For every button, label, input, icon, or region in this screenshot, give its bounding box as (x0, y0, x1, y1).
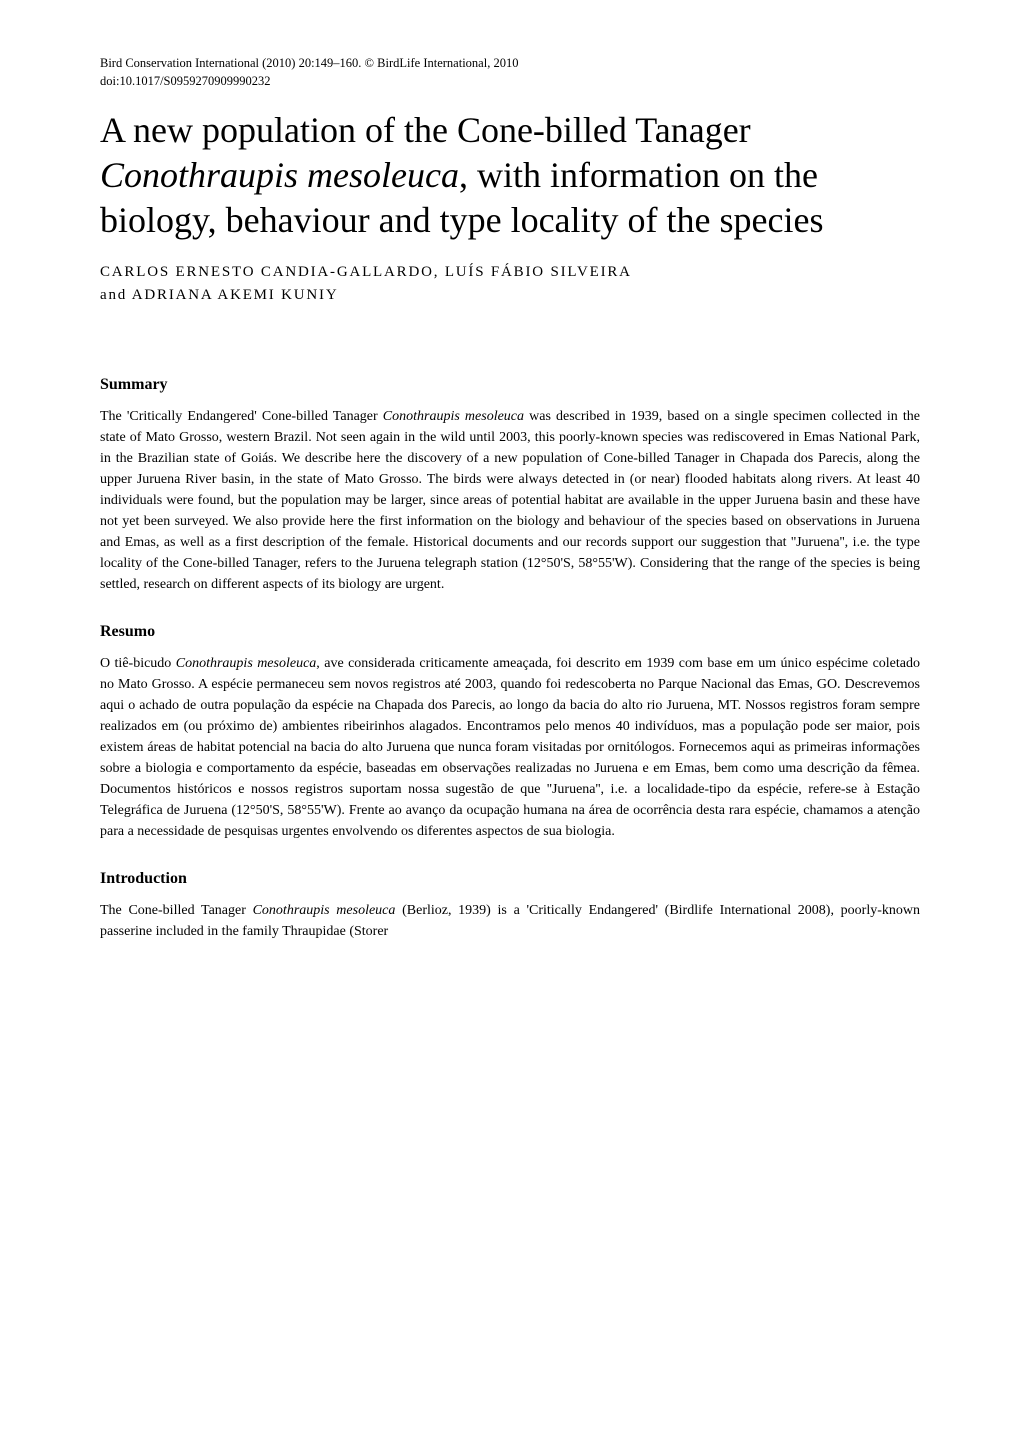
title-part1: A new population of the Cone-billed Tana… (100, 110, 751, 150)
introduction-section: Introduction The Cone-billed Tanager Con… (100, 870, 920, 942)
summary-section: Summary The 'Critically Endangered' Cone… (100, 376, 920, 595)
title-species-name: Conothraupis mesoleuca (100, 155, 459, 195)
resumo-text: O tiê-bicudo Conothraupis mesoleuca, ave… (100, 653, 920, 842)
introduction-text-part1: The Cone-billed Tanager (100, 903, 253, 918)
summary-text-part1: The 'Critically Endangered' Cone-billed … (100, 409, 383, 424)
journal-citation: Bird Conservation International (2010) 2… (100, 55, 920, 73)
authors: CARLOS ERNESTO CANDIA-GALLARDO, LUÍS FÁB… (100, 261, 920, 306)
doi: doi:10.1017/S0959270909990232 (100, 73, 920, 91)
introduction-species-name: Conothraupis mesoleuca (253, 903, 396, 918)
summary-heading: Summary (100, 376, 920, 394)
resumo-text-part2: , ave considerada criticamente ameaçada,… (100, 656, 920, 839)
summary-species-name: Conothraupis mesoleuca (383, 409, 524, 424)
article-title: A new population of the Cone-billed Tana… (100, 108, 920, 243)
header-meta: Bird Conservation International (2010) 2… (100, 55, 920, 90)
resumo-heading: Resumo (100, 623, 920, 641)
introduction-text: The Cone-billed Tanager Conothraupis mes… (100, 900, 920, 942)
introduction-heading: Introduction (100, 870, 920, 888)
authors-line1: CARLOS ERNESTO CANDIA-GALLARDO, LUÍS FÁB… (100, 261, 920, 284)
summary-text: The 'Critically Endangered' Cone-billed … (100, 406, 920, 595)
resumo-text-part1: O tiê-bicudo (100, 656, 176, 671)
resumo-section: Resumo O tiê-bicudo Conothraupis mesoleu… (100, 623, 920, 842)
authors-line2: and ADRIANA AKEMI KUNIY (100, 284, 920, 307)
resumo-species-name: Conothraupis mesoleuca (176, 656, 317, 671)
summary-text-part2: was described in 1939, based on a single… (100, 409, 920, 592)
